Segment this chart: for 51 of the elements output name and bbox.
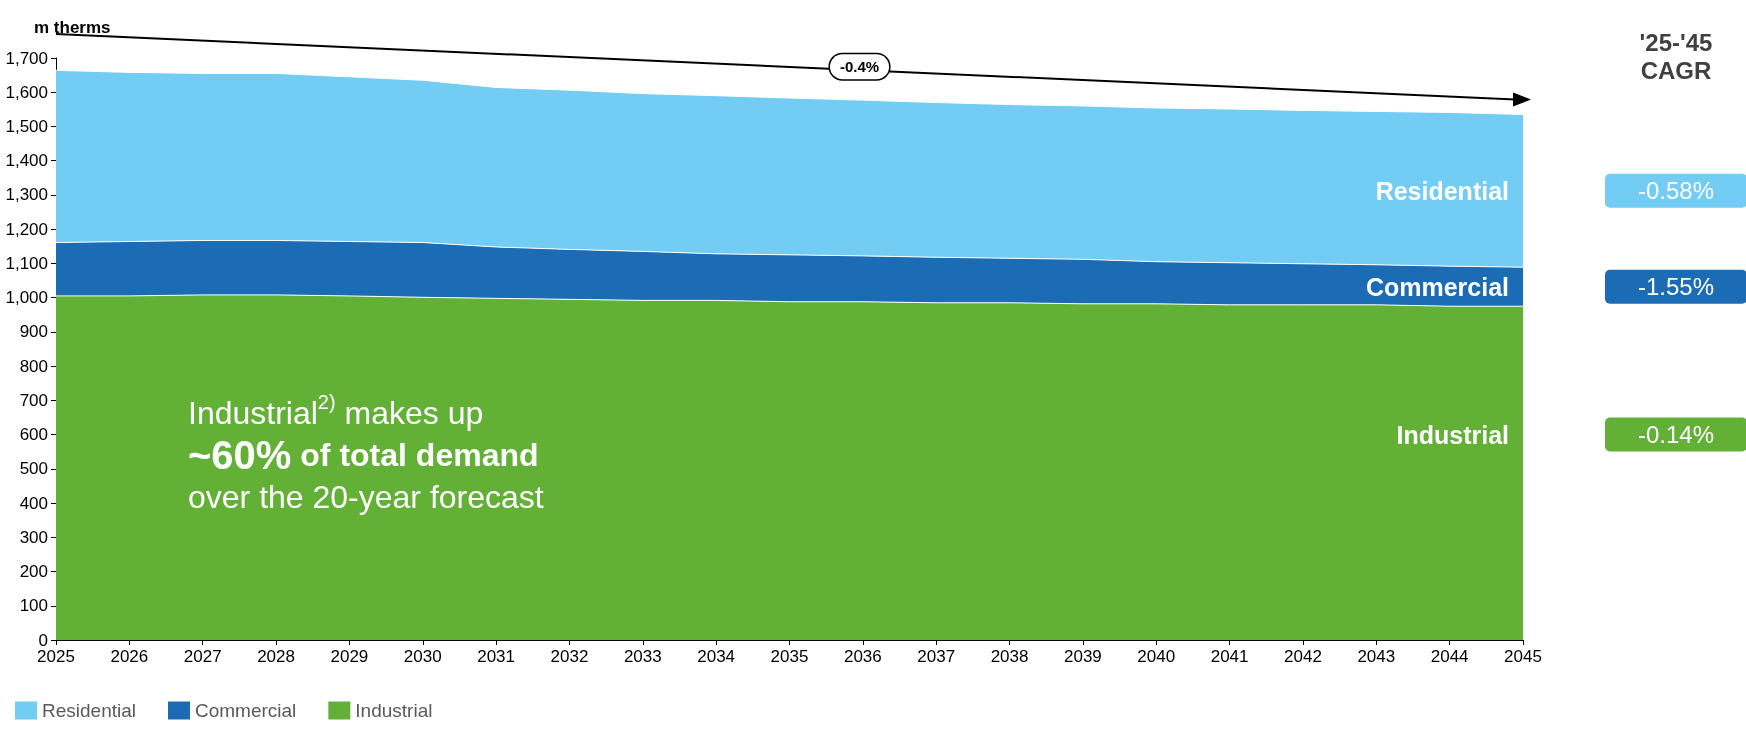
y-tick-label: 300 xyxy=(19,527,48,547)
x-tick-label: 2027 xyxy=(183,647,222,666)
x-tick-label: 2035 xyxy=(770,647,809,666)
x-tick-label: 2042 xyxy=(1284,647,1322,666)
x-tick-label: 2038 xyxy=(990,647,1029,666)
x-tick-label: 2044 xyxy=(1430,647,1469,666)
y-tick-label: 1,600 xyxy=(5,82,48,102)
y-tick-label: 400 xyxy=(19,493,48,513)
legend-label: Commercial xyxy=(195,700,297,721)
y-tick-label: 1,700 xyxy=(5,48,48,68)
y-tick-label: 1,200 xyxy=(5,219,48,239)
y-tick-label: 1,100 xyxy=(5,253,48,273)
text: '25-'45 CAGR xyxy=(1639,28,1713,84)
y-axis-title: m therms xyxy=(34,18,111,37)
y-tick-label: 0 xyxy=(38,630,48,650)
text: Industrial xyxy=(1396,420,1509,449)
y-tick-label: 1,400 xyxy=(5,151,48,171)
x-tick-label: 2025 xyxy=(37,647,75,666)
y-tick-label: 200 xyxy=(19,562,48,582)
y-tick-label: 900 xyxy=(19,322,48,342)
x-tick-label: 2029 xyxy=(330,647,369,666)
x-tick-label: 2043 xyxy=(1357,647,1396,666)
y-tick-label: 1,500 xyxy=(5,116,48,136)
y-tick-label: 500 xyxy=(19,459,48,479)
x-tick-label: 2032 xyxy=(550,647,589,666)
legend-label: Residential xyxy=(42,700,136,721)
y-tick-label: 800 xyxy=(19,356,48,376)
x-tick-label: 2037 xyxy=(917,647,956,666)
x-tick-label: 2031 xyxy=(477,647,516,666)
x-tick-label: 2028 xyxy=(257,647,295,666)
y-tick-label: 600 xyxy=(19,425,48,445)
text: Residential xyxy=(1375,176,1509,205)
y-tick-label: 100 xyxy=(19,596,48,616)
annotation: -0.4% xyxy=(839,58,880,76)
x-tick-label: 2041 xyxy=(1210,647,1249,666)
y-tick-label: 1,000 xyxy=(5,288,48,308)
text: -0.14% xyxy=(1637,421,1715,449)
text: Commercial xyxy=(1365,272,1509,301)
x-tick-label: 2039 xyxy=(1063,647,1102,666)
x-tick-label: 2040 xyxy=(1137,647,1176,666)
x-tick-label: 2034 xyxy=(697,647,736,666)
x-tick-label: 2030 xyxy=(403,647,442,666)
text: -1.55% xyxy=(1637,273,1715,301)
x-tick-label: 2036 xyxy=(843,647,882,666)
x-tick-label: 2045 xyxy=(1504,647,1542,666)
y-tick-label: 700 xyxy=(19,390,48,410)
y-tick-label: 1,300 xyxy=(5,185,48,205)
x-tick-label: 2033 xyxy=(623,647,662,666)
text: -0.58% xyxy=(1637,177,1715,205)
x-tick-label: 2026 xyxy=(110,647,149,666)
legend-label: Industrial xyxy=(355,700,433,721)
